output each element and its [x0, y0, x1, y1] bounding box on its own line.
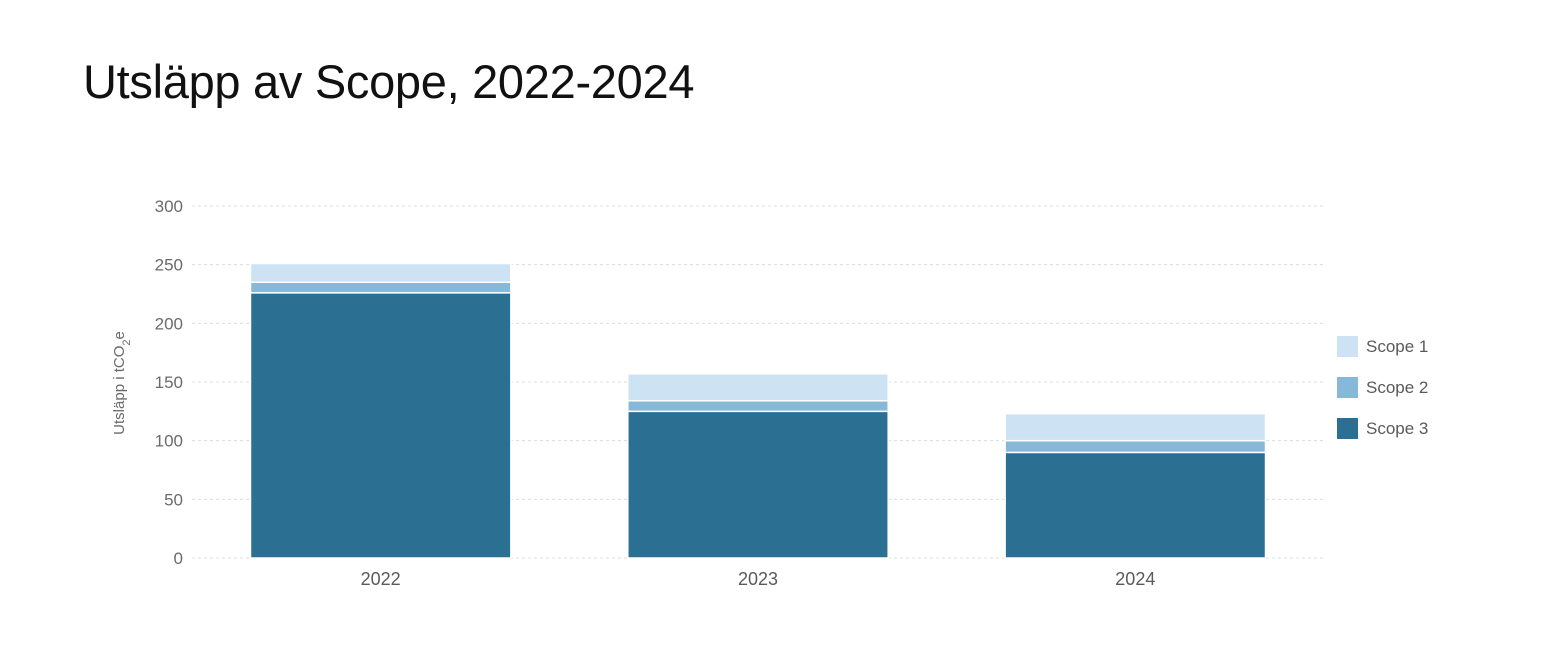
- bar-segment-scope-2-2024: [1004, 439, 1267, 454]
- legend-swatch-scope-3: [1337, 418, 1358, 439]
- legend-swatch-scope-1: [1337, 336, 1358, 357]
- legend-swatch-scope-2: [1337, 377, 1358, 398]
- y-tick-label: 50: [164, 490, 183, 509]
- bar-segment-scope-2-2022: [249, 281, 512, 294]
- y-tick-label: 150: [155, 373, 183, 392]
- x-tick-label: 2023: [738, 569, 778, 589]
- chart-title: Utsläpp av Scope, 2022-2024: [83, 55, 695, 108]
- y-axis-ticks: 0 50 100 150 200 250 300: [155, 197, 183, 568]
- bars: [249, 262, 1267, 559]
- bar-segment-scope-3-2023: [627, 410, 889, 559]
- x-axis-ticks: 2022 2023 2024: [361, 569, 1156, 589]
- legend-label: Scope 1: [1366, 337, 1428, 356]
- bar-segment-scope-3-2022: [249, 292, 512, 559]
- y-tick-label: 250: [155, 256, 183, 275]
- bar-segment-scope-3-2024: [1004, 451, 1267, 559]
- y-tick-label: 200: [155, 314, 183, 333]
- y-tick-label: 100: [155, 432, 183, 451]
- y-axis-label: Utsläpp i tCO2e: [111, 331, 133, 435]
- y-tick-label: 0: [174, 549, 183, 568]
- bar-segment-scope-1-2023: [627, 373, 889, 402]
- legend: Scope 1 Scope 2 Scope 3: [1337, 336, 1428, 439]
- y-axis-label-subscript: 2: [121, 340, 133, 346]
- legend-label: Scope 3: [1366, 419, 1428, 438]
- bar-segment-scope-1-2024: [1004, 412, 1267, 442]
- x-tick-label: 2022: [361, 569, 401, 589]
- bar-segment-scope-2-2023: [627, 400, 889, 413]
- y-axis-label-main: Utsläpp i tCO: [111, 346, 128, 435]
- y-tick-label: 300: [155, 197, 183, 216]
- legend-label: Scope 2: [1366, 378, 1428, 397]
- y-axis-label-suffix: e: [111, 331, 128, 339]
- bar-segment-scope-1-2022: [249, 262, 512, 284]
- x-tick-label: 2024: [1115, 569, 1155, 589]
